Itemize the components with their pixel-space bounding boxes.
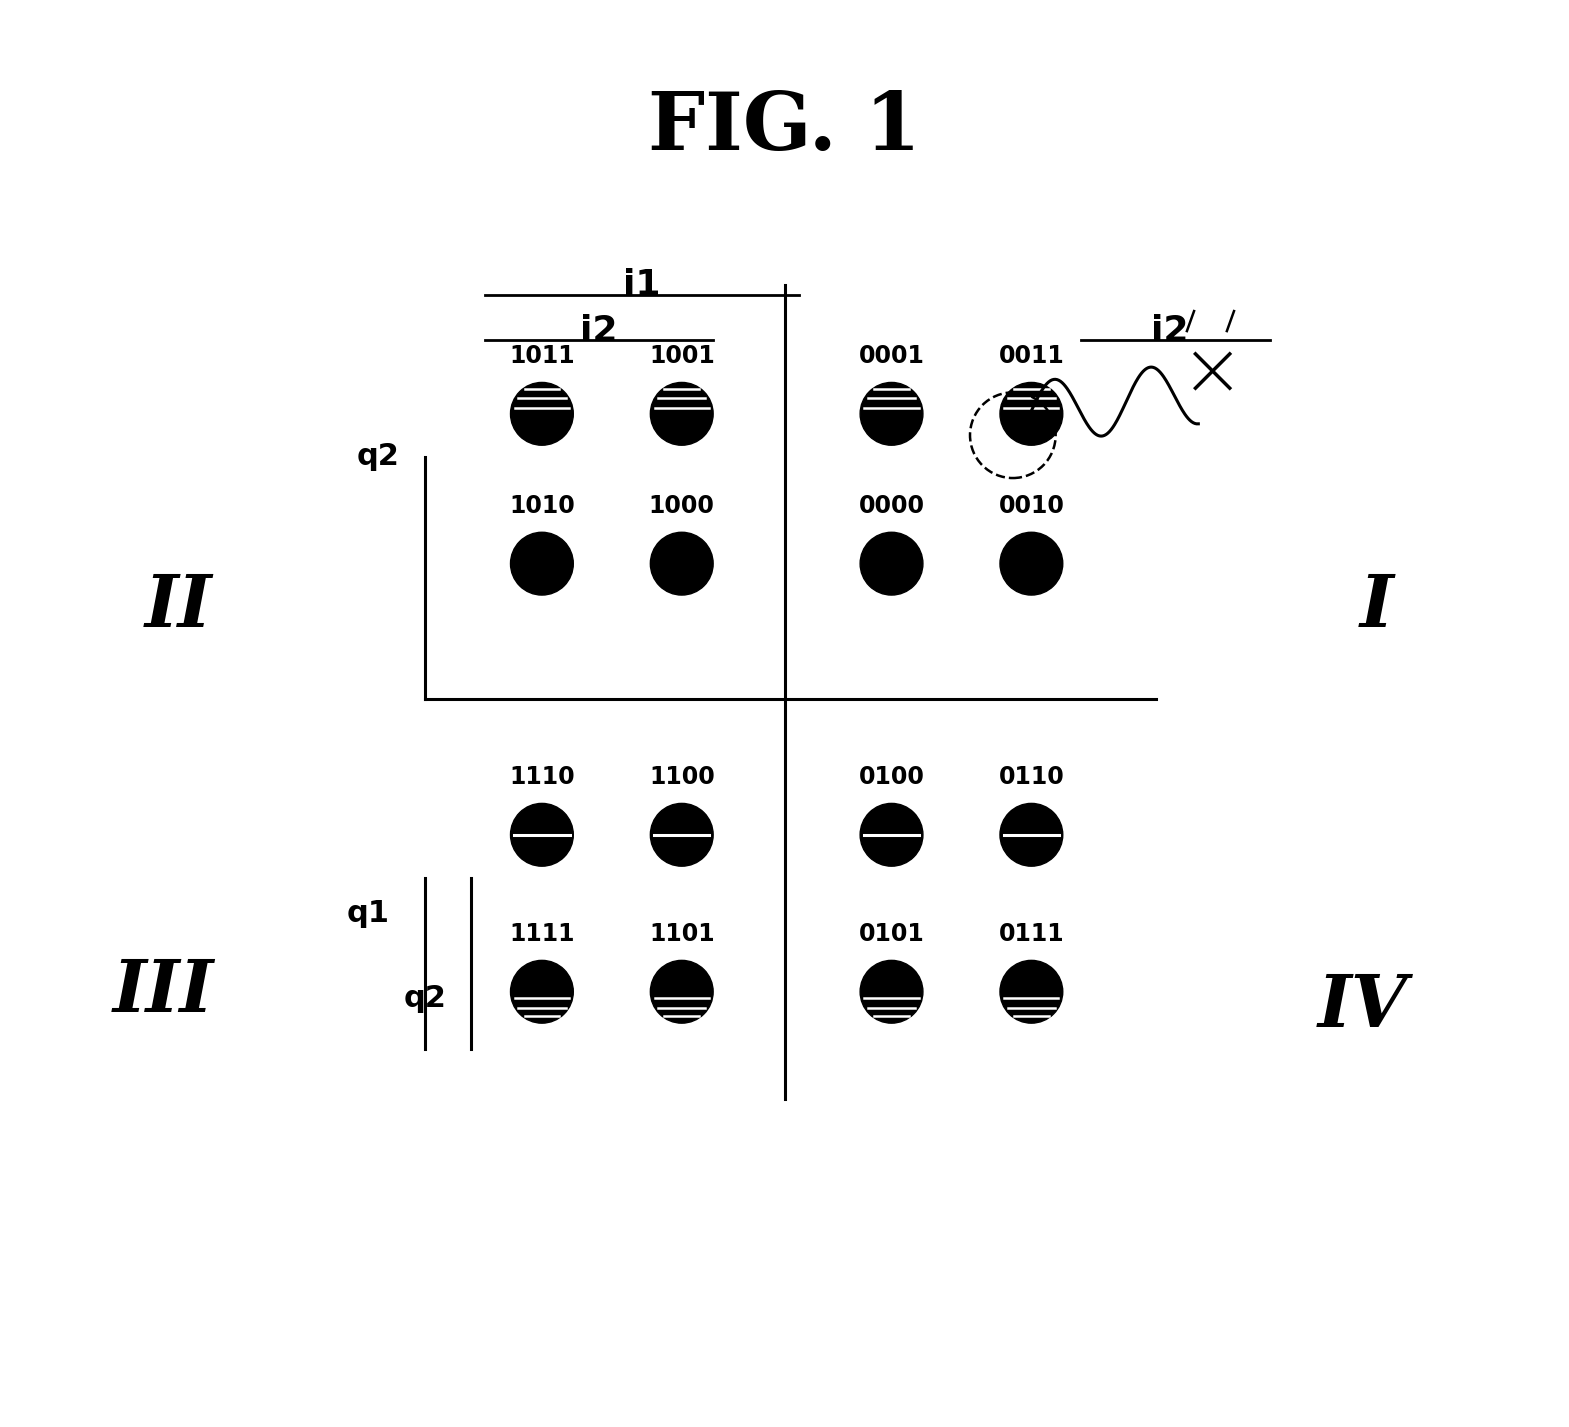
Text: 1000: 1000 bbox=[650, 494, 715, 518]
Circle shape bbox=[510, 382, 573, 445]
Text: q2: q2 bbox=[403, 985, 446, 1013]
Text: 0000: 0000 bbox=[858, 494, 924, 518]
Text: II: II bbox=[144, 571, 212, 642]
Circle shape bbox=[999, 532, 1062, 595]
Text: i1: i1 bbox=[623, 268, 661, 303]
Text: 0010: 0010 bbox=[998, 494, 1064, 518]
Text: 0001: 0001 bbox=[858, 344, 924, 368]
Text: 1111: 1111 bbox=[510, 922, 574, 946]
Circle shape bbox=[860, 382, 923, 445]
Text: 1010: 1010 bbox=[508, 494, 574, 518]
Text: 1011: 1011 bbox=[508, 344, 574, 368]
Circle shape bbox=[510, 803, 573, 866]
Circle shape bbox=[510, 532, 573, 595]
Circle shape bbox=[999, 382, 1062, 445]
Circle shape bbox=[860, 532, 923, 595]
Text: III: III bbox=[113, 956, 215, 1027]
Circle shape bbox=[651, 960, 714, 1023]
Text: 1101: 1101 bbox=[650, 922, 714, 946]
Circle shape bbox=[999, 960, 1062, 1023]
Text: 0101: 0101 bbox=[858, 922, 924, 946]
Circle shape bbox=[510, 960, 573, 1023]
Circle shape bbox=[860, 960, 923, 1023]
Text: i2: i2 bbox=[1152, 314, 1189, 348]
Text: q2: q2 bbox=[356, 442, 399, 471]
Text: 0110: 0110 bbox=[998, 765, 1064, 789]
Text: 1001: 1001 bbox=[650, 344, 714, 368]
Circle shape bbox=[651, 382, 714, 445]
Circle shape bbox=[651, 803, 714, 866]
Text: IV: IV bbox=[1318, 970, 1407, 1042]
Text: FIG. 1: FIG. 1 bbox=[648, 90, 921, 167]
Text: 0011: 0011 bbox=[998, 344, 1064, 368]
Circle shape bbox=[651, 532, 714, 595]
Text: I: I bbox=[1360, 571, 1393, 642]
Text: 1100: 1100 bbox=[650, 765, 714, 789]
Text: 0111: 0111 bbox=[998, 922, 1064, 946]
Text: 1110: 1110 bbox=[508, 765, 574, 789]
Text: q1: q1 bbox=[347, 899, 389, 928]
Circle shape bbox=[999, 803, 1062, 866]
Text: 0100: 0100 bbox=[858, 765, 924, 789]
Circle shape bbox=[860, 803, 923, 866]
Text: i2: i2 bbox=[581, 314, 618, 348]
